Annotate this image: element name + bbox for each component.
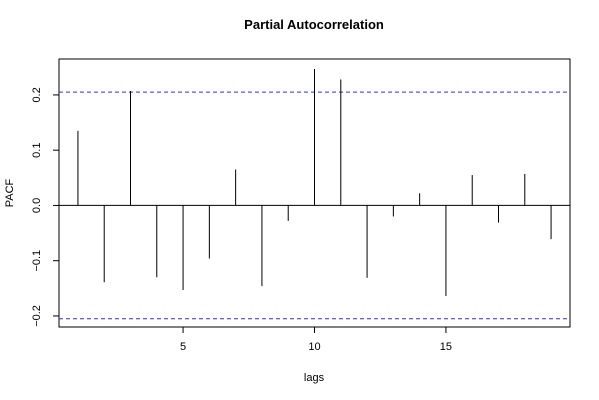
- y-tick-label: 0.1: [31, 143, 43, 158]
- y-axis-label: PACF: [4, 178, 16, 207]
- x-tick-label: 15: [440, 341, 452, 353]
- chart-title: Partial Autocorrelation: [244, 17, 384, 32]
- x-tick-label: 5: [180, 341, 186, 353]
- y-tick-label: 0.0: [31, 198, 43, 213]
- x-tick-label: 10: [308, 341, 320, 353]
- y-tick-label: −0.1: [31, 250, 43, 272]
- x-axis-label: lags: [304, 372, 325, 384]
- y-tick-label: 0.2: [31, 87, 43, 102]
- y-tick-label: −0.2: [31, 305, 43, 327]
